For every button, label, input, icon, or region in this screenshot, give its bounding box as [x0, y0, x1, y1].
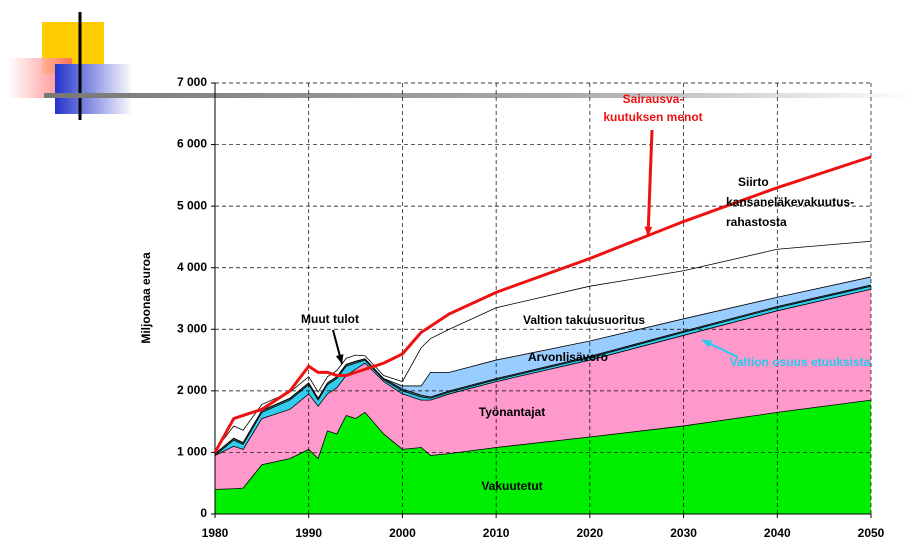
- x-tick-label: 1990: [295, 526, 322, 540]
- y-tick-label: 0: [200, 506, 207, 520]
- decoration: [8, 12, 916, 120]
- y-tick-label: 4 000: [177, 260, 207, 274]
- x-tick-label: 2020: [577, 526, 604, 540]
- series-label: Vakuutetut: [481, 479, 542, 493]
- y-tick-label: 1 000: [177, 445, 207, 459]
- series-label-line: Sairausva-: [623, 92, 684, 106]
- x-tick-label: 2050: [858, 526, 885, 540]
- x-tick-label: 2010: [483, 526, 510, 540]
- annotation-line: kansaneläkevakuutus-: [726, 195, 854, 209]
- series-label-line: kuutuksen menot: [603, 110, 702, 124]
- x-tick-label: 2000: [389, 526, 416, 540]
- y-tick-label: 2 000: [177, 383, 207, 397]
- series-label: Muut tulot: [301, 312, 359, 326]
- label-arrow: [648, 130, 652, 236]
- y-tick-label: 5 000: [177, 198, 207, 212]
- series-label: Valtion osuus etuuksista: [730, 355, 871, 369]
- series-label: Valtion takuusuoritus: [523, 313, 645, 327]
- chart: Miljoonaa euroa 0 1 000 2 000 3 000 4 000 5 0…: [0, 0, 916, 543]
- y-tick-label: 7 000: [177, 75, 207, 89]
- series-label: Työnantajat: [479, 405, 545, 419]
- series-label: Arvonlisävero: [528, 350, 608, 364]
- y-axis-title: Miljoonaa euroa: [139, 252, 153, 344]
- y-tick-label: 3 000: [177, 321, 207, 335]
- y-tick-label: 6 000: [177, 137, 207, 151]
- plot-area: [215, 83, 871, 514]
- x-tick-label: 2040: [764, 526, 791, 540]
- x-tick-label: 1980: [202, 526, 229, 540]
- annotation-line: Siirto: [738, 175, 769, 189]
- x-tick-label: 2030: [670, 526, 697, 540]
- annotation-line: rahastosta: [726, 215, 787, 229]
